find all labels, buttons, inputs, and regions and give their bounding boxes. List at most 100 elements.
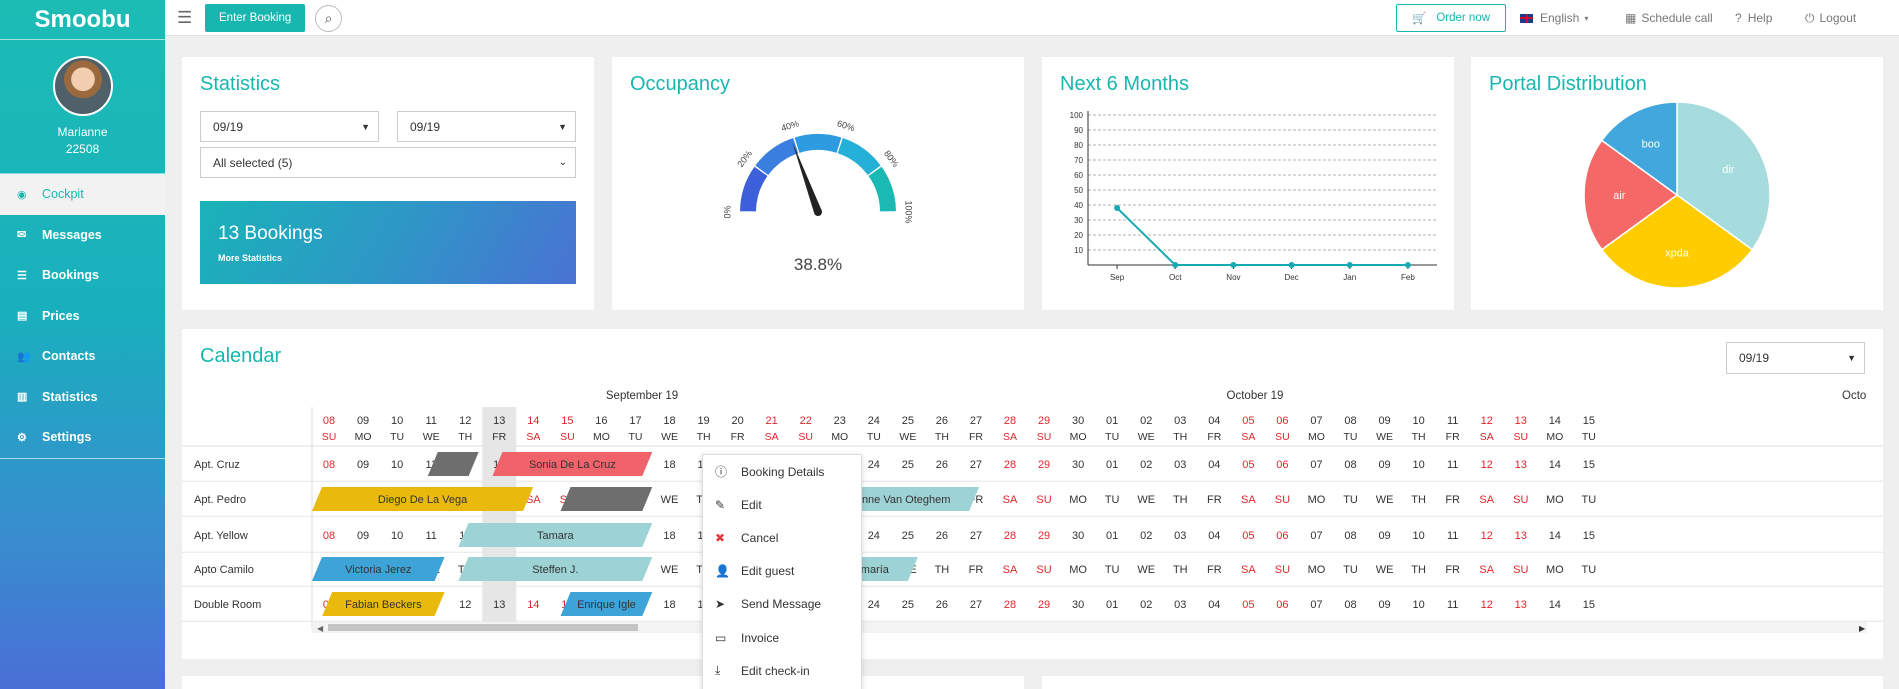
booking-label[interactable]: Victoria Jerez [345,564,411,576]
data-point[interactable] [1346,262,1353,268]
calendar-cell[interactable]: 04 [1208,530,1220,542]
calendar-cell[interactable]: TH [1173,564,1188,576]
logout-link[interactable]: ⏻ Logout [1805,0,1856,36]
calendar-cell[interactable]: 25 [902,530,914,542]
calendar-cell[interactable]: TU [1343,564,1358,576]
calendar-cell[interactable]: 10 [1413,530,1425,542]
calendar-cell[interactable]: FR [1445,564,1460,576]
room-name[interactable]: Apto Camilo [194,564,254,576]
calendar-cell[interactable]: SU [1036,494,1051,506]
calendar-cell[interactable]: 15 [1583,599,1595,611]
data-point[interactable] [1404,262,1411,268]
menu-item-edit[interactable]: ✎ Edit [703,488,861,521]
calendar-cell[interactable]: 08 [323,530,335,542]
calendar-cell[interactable]: 08 [1344,599,1356,611]
calendar-cell[interactable]: TH [1411,564,1426,576]
booking-label[interactable]: Marianne Van Oteghem [834,494,950,506]
calendar-cell[interactable]: SA [1003,564,1018,576]
calendar-cell[interactable]: TU [1343,494,1358,506]
calendar-cell[interactable]: 07 [1310,530,1322,542]
calendar-cell[interactable]: 10 [391,459,403,471]
calendar-cell[interactable]: 12 [1481,599,1493,611]
room-name[interactable]: Apt. Cruz [194,459,240,471]
calendar-cell[interactable]: MO [1308,564,1326,576]
calendar-cell[interactable]: MO [1308,494,1326,506]
calendar-cell[interactable]: 11 [1447,530,1458,542]
sidebar-item-bookings[interactable]: ☰ Bookings [0,255,165,296]
booking-label[interactable]: Tamara [537,530,575,542]
menu-item-invoice[interactable]: ▭ Invoice [703,621,861,654]
calendar-cell[interactable]: 08 [323,459,335,471]
calendar-cell[interactable]: 03 [1174,599,1186,611]
enter-booking-button[interactable]: Enter Booking [205,4,306,32]
schedule-call-link[interactable]: ▦ Schedule call [1625,0,1713,36]
language-selector[interactable]: English ▾ [1520,0,1588,36]
date-from-select[interactable]: 09/19 ▼ [200,111,379,142]
calendar-cell[interactable]: SU [1036,564,1051,576]
calendar-cell[interactable]: 15 [1583,530,1595,542]
calendar-cell[interactable]: 09 [1378,530,1390,542]
booking-bar[interactable] [560,592,653,616]
bookings-summary-box[interactable]: 13 Bookings More Statistics [200,201,576,284]
sidebar-item-prices[interactable]: ▤ Prices [0,296,165,337]
booking-bar[interactable] [458,557,653,581]
scroll-right-arrow-icon[interactable]: ▶ [1859,624,1866,633]
pie-slice-boo[interactable] [1600,101,1678,197]
calendar-cell[interactable]: TH [1173,494,1188,506]
calendar-cell[interactable]: TH [1411,494,1426,506]
calendar-cell[interactable]: 28 [1004,599,1016,611]
calendar-cell[interactable]: 09 [357,459,369,471]
pie-slice-xpda[interactable] [1600,194,1754,289]
calendar-cell[interactable]: 14 [527,599,539,611]
calendar-cell[interactable]: 12 [459,599,471,611]
calendar-cell[interactable]: WE [1376,494,1394,506]
sidebar-item-cockpit[interactable]: ◉ Cockpit [0,174,165,215]
calendar-cell[interactable]: 28 [1004,530,1016,542]
order-now-button[interactable]: 🛒 Order now [1396,4,1507,32]
calendar-cell[interactable]: 03 [1174,459,1186,471]
booking-bar[interactable] [312,487,534,511]
calendar-cell[interactable]: 06 [1276,599,1288,611]
calendar-cell[interactable]: TH [935,564,950,576]
calendar-cell[interactable]: 25 [902,599,914,611]
calendar-cell[interactable]: MO [1546,494,1564,506]
calendar-cell[interactable]: 10 [1413,599,1425,611]
sidebar-item-statistics[interactable]: ▥ Statistics [0,377,165,418]
booking-bar[interactable] [427,452,479,476]
calendar-cell[interactable]: FR [969,564,984,576]
calendar-cell[interactable]: WE [1137,494,1155,506]
calendar-cell[interactable]: 30 [1072,599,1084,611]
calendar-cell[interactable]: 14 [1549,530,1561,542]
calendar-cell[interactable]: TU [1105,494,1120,506]
calendar-cell[interactable]: 18 [663,599,675,611]
booking-bar[interactable] [458,523,653,547]
calendar-cell[interactable]: 02 [1140,459,1152,471]
calendar-cell[interactable]: 13 [493,599,505,611]
calendar-cell[interactable]: 01 [1106,459,1118,471]
data-point[interactable] [1288,262,1295,268]
calendar-cell[interactable]: SU [1275,564,1290,576]
calendar-cell[interactable]: 05 [1242,530,1254,542]
calendar-cell[interactable]: FR [1207,564,1222,576]
calendar-cell[interactable]: MO [1546,564,1564,576]
calendar-cell[interactable]: 08 [1344,459,1356,471]
room-name[interactable]: Double Room [194,599,261,611]
calendar-cell[interactable]: 02 [1140,599,1152,611]
calendar-cell[interactable]: 05 [1242,459,1254,471]
calendar-cell[interactable]: 07 [1310,599,1322,611]
booking-bar[interactable] [492,452,653,476]
calendar-cell[interactable]: 12 [1481,459,1493,471]
calendar-cell[interactable]: WE [1137,564,1155,576]
search-icon[interactable]: ⌕ [315,5,342,32]
menu-item-cancel[interactable]: ✖ Cancel [703,521,861,554]
calendar-cell[interactable]: SU [1513,494,1528,506]
calendar-cell[interactable]: 09 [357,530,369,542]
calendar-cell[interactable]: SA [1241,564,1256,576]
booking-label[interactable]: Sonia De La Cruz [529,459,616,471]
calendar-cell[interactable]: 13 [1515,459,1527,471]
calendar-cell[interactable]: 11 [425,459,436,471]
date-to-select[interactable]: 09/19 ▼ [397,111,576,142]
booking-label[interactable]: Enrique Igle [577,599,636,611]
calendar-cell[interactable]: 06 [1276,459,1288,471]
menu-item-edit-guest[interactable]: 👤 Edit guest [703,555,861,588]
